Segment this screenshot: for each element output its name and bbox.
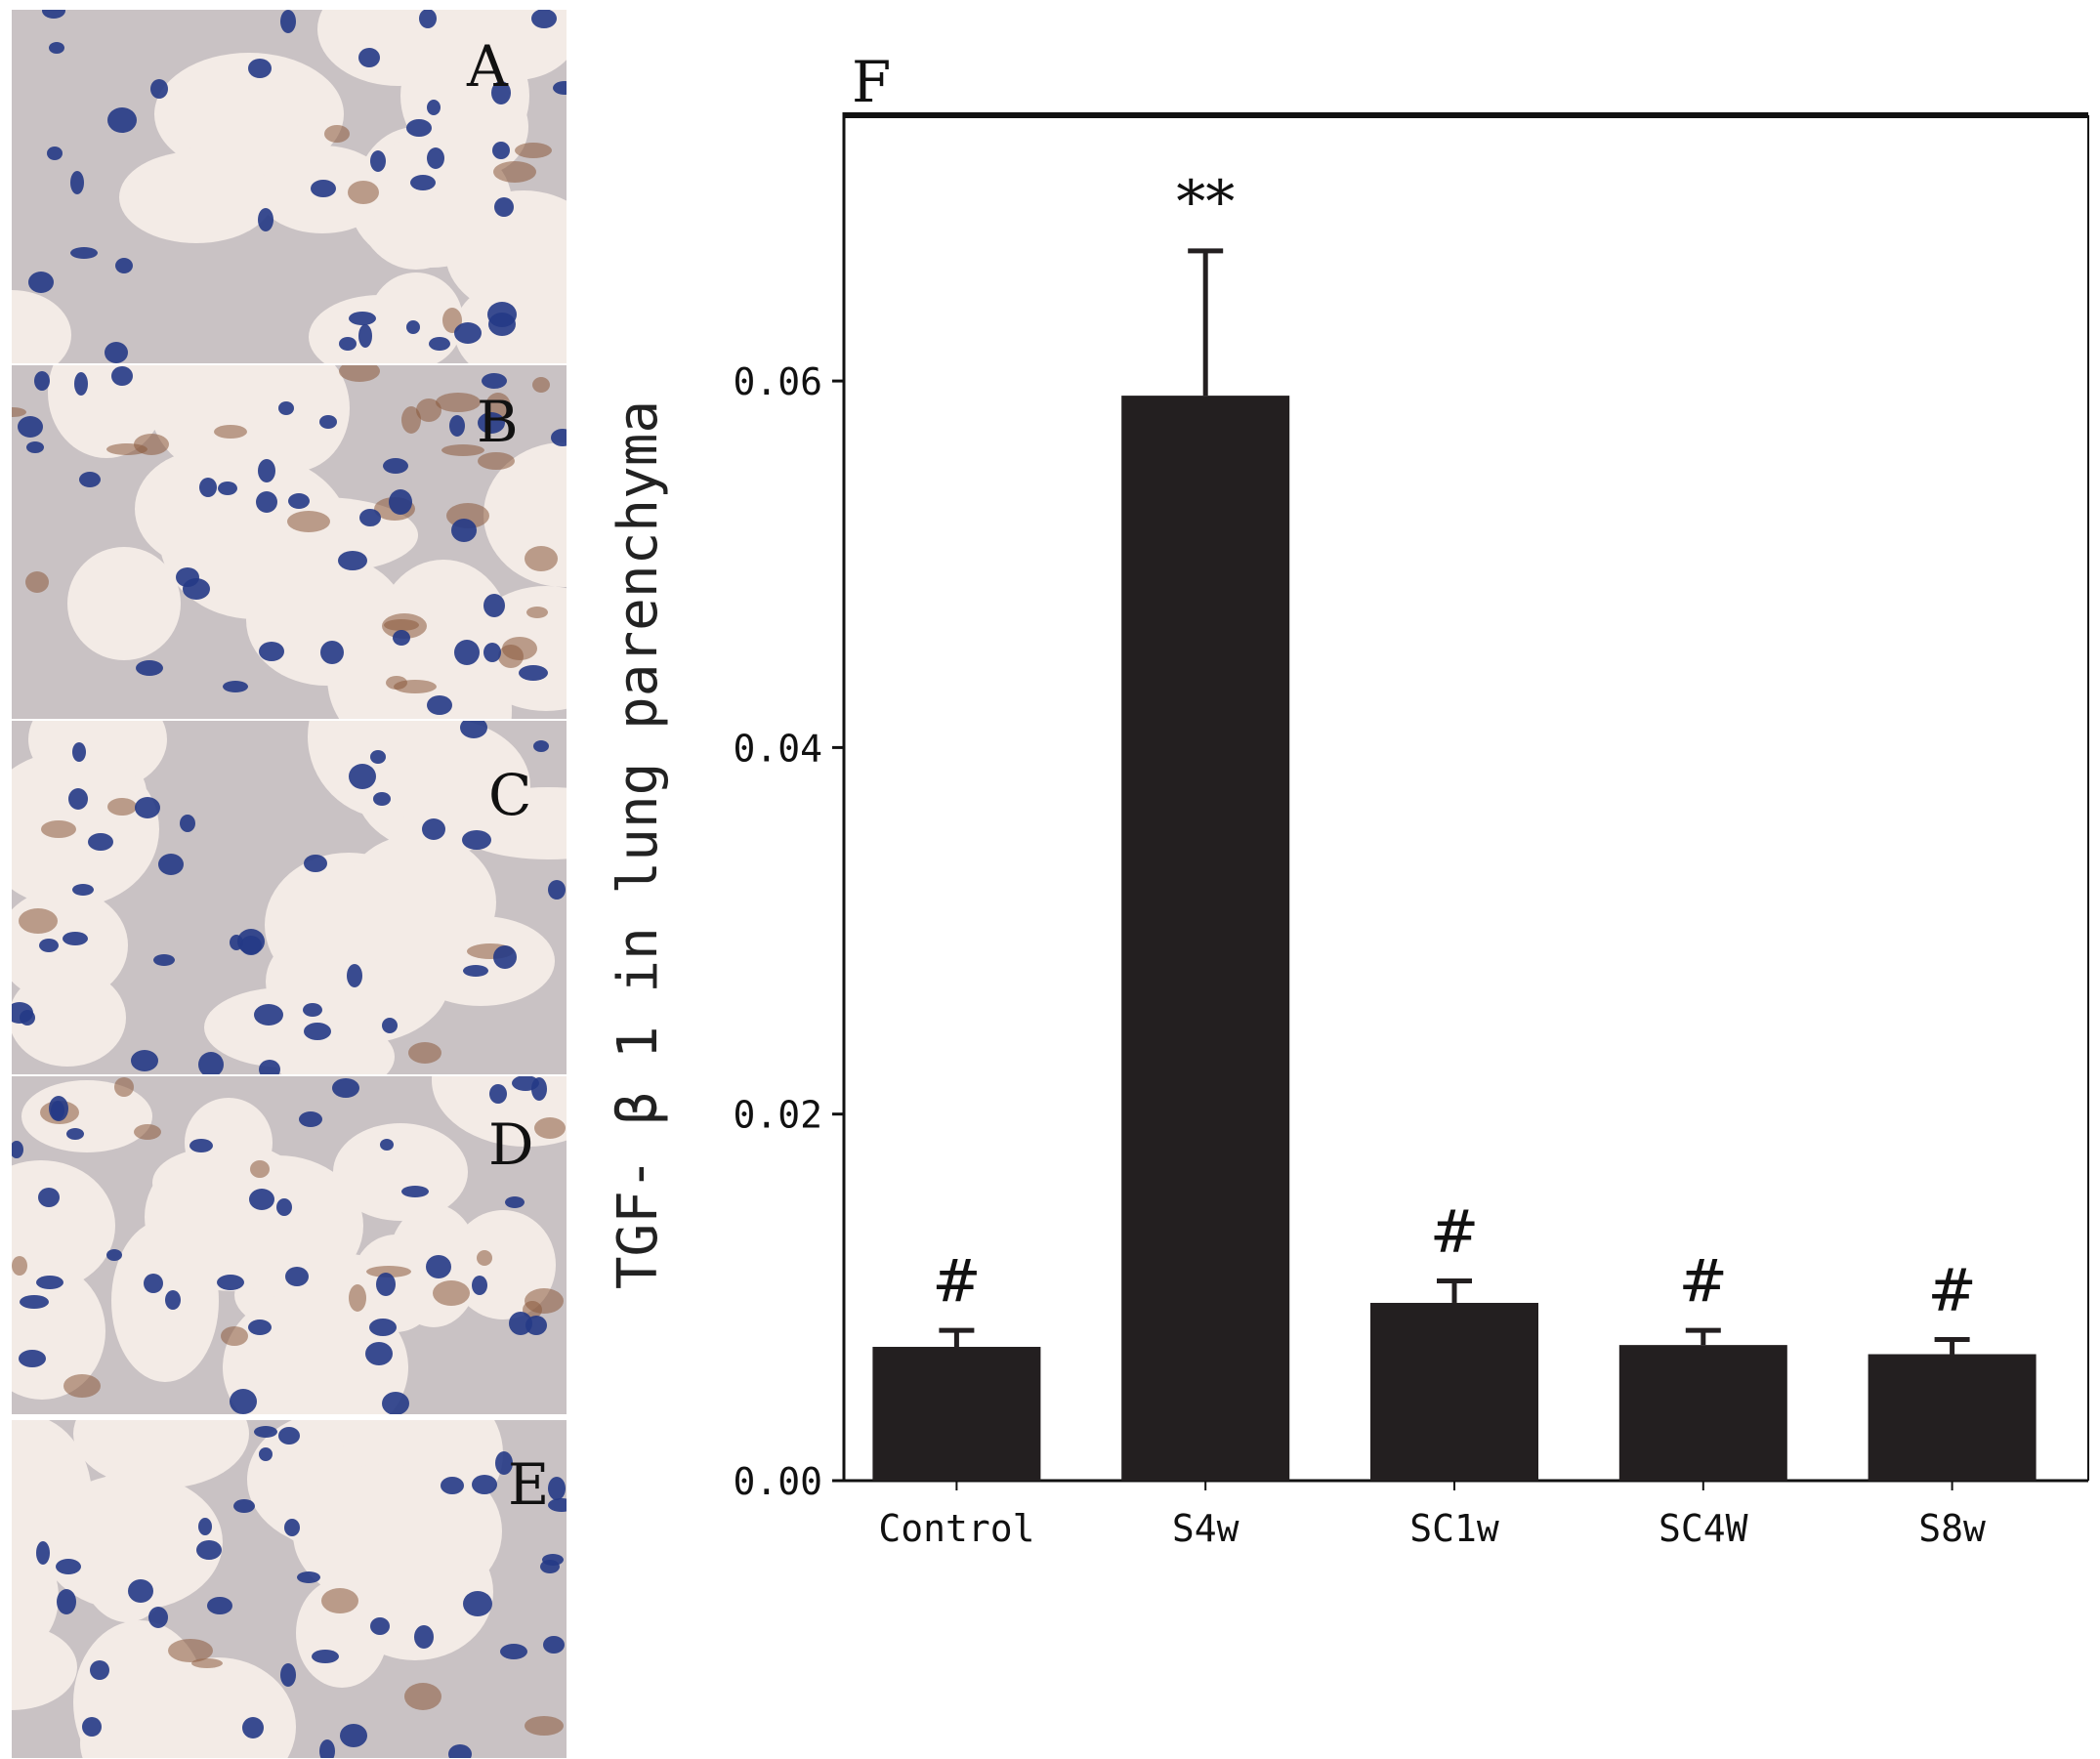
panel-letter-b: B bbox=[477, 389, 519, 455]
y-axis-label: TGF- β 1 in lung parenchyma bbox=[607, 400, 670, 1289]
significance-marker: # bbox=[1679, 1247, 1728, 1316]
bar bbox=[1868, 1354, 2037, 1481]
bar bbox=[1370, 1302, 1538, 1481]
micrograph-image bbox=[12, 721, 567, 1074]
panel-letter-c: C bbox=[488, 762, 532, 828]
significance-marker: # bbox=[1927, 1257, 1976, 1325]
micrograph-image bbox=[12, 365, 567, 719]
micrograph-panel-e: E bbox=[12, 1420, 567, 1758]
x-tick-label: S8w bbox=[1918, 1507, 1986, 1550]
significance-marker: # bbox=[1430, 1197, 1479, 1266]
bar bbox=[872, 1347, 1041, 1481]
micrograph-panel-c: C bbox=[12, 721, 567, 1074]
y-tick-label: 0.04 bbox=[733, 727, 822, 770]
x-tick-label: SC1w bbox=[1409, 1507, 1499, 1550]
bar bbox=[1121, 396, 1290, 1481]
x-tick-label: S4w bbox=[1172, 1507, 1239, 1550]
significance-marker: # bbox=[932, 1247, 981, 1316]
micrograph-panel-a: A bbox=[12, 10, 567, 363]
y-tick-label: 0.00 bbox=[733, 1460, 822, 1503]
panel-letter-e: E bbox=[508, 1451, 550, 1518]
y-tick-label: 0.06 bbox=[733, 360, 822, 403]
y-tick-label: 0.02 bbox=[733, 1094, 822, 1137]
panel-letter-a: A bbox=[467, 33, 508, 100]
micrograph-panel-b: B bbox=[12, 365, 567, 719]
x-tick-label: SC4W bbox=[1659, 1507, 1748, 1550]
significance-marker: ** bbox=[1176, 168, 1235, 236]
micrograph-image bbox=[12, 10, 567, 363]
micrograph-panel-d: D bbox=[12, 1076, 567, 1414]
panel-letter-d: D bbox=[488, 1111, 534, 1178]
x-tick-label: Control bbox=[878, 1507, 1034, 1550]
micrograph-image bbox=[12, 1420, 567, 1758]
chart-panel-letter: F bbox=[852, 49, 891, 115]
micrograph-image bbox=[12, 1076, 567, 1414]
bar bbox=[1618, 1345, 1787, 1481]
